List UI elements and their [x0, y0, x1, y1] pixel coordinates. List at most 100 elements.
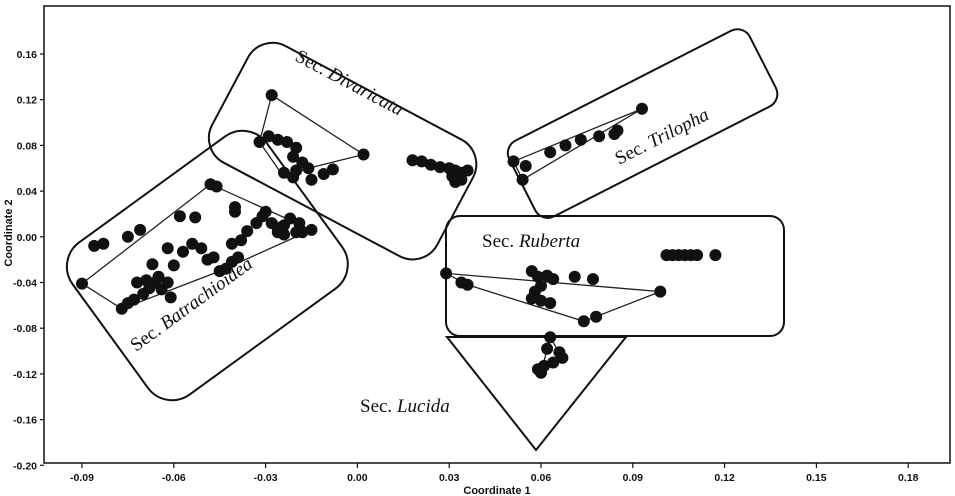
- x-axis-title: Coordinate 1: [463, 485, 530, 496]
- data-point-ruberta: [544, 297, 557, 310]
- data-point-batrachioidea: [140, 274, 153, 287]
- section-region-boxes: [65, 28, 785, 452]
- data-point-batrachioidea: [161, 242, 174, 255]
- x-tick-label: 0.18: [898, 472, 919, 484]
- data-point-ruberta: [691, 249, 704, 262]
- data-point-trilopha: [544, 146, 557, 159]
- y-tick-label: -0.04: [13, 278, 37, 290]
- label-lucida: Sec. Lucida: [360, 396, 450, 417]
- y-axis: 0.16 0.12 0.08 0.04 0.00 -0.04 -0.08 -0.12 -0.16…: [13, 49, 44, 472]
- data-point-ruberta: [709, 249, 722, 262]
- data-point-divaricata: [415, 155, 428, 168]
- data-point-batrachioidea: [131, 276, 144, 289]
- data-point-batrachioidea: [195, 242, 208, 255]
- data-point-divaricata: [305, 173, 318, 186]
- x-tick-label: 0.03: [439, 472, 460, 484]
- data-points: [76, 89, 722, 379]
- data-point-trilopha: [516, 173, 529, 186]
- data-point-batrachioidea: [152, 270, 165, 283]
- data-point-trilopha: [636, 102, 648, 115]
- data-point-batrachioidea: [207, 251, 220, 264]
- data-point-divaricata: [253, 136, 266, 148]
- region-box-divaricata: [207, 41, 478, 261]
- data-point-batrachioidea: [293, 217, 306, 230]
- data-point-batrachioidea: [88, 239, 101, 252]
- data-point-batrachioidea: [146, 258, 159, 271]
- x-tick-label: 0.00: [347, 472, 368, 484]
- data-point-divaricata: [302, 162, 315, 175]
- x-tick-label: 0.06: [531, 472, 552, 484]
- hull-batrachioidea: [80, 183, 314, 310]
- plot-frame: [43, 5, 951, 464]
- data-point-trilopha: [574, 133, 587, 146]
- data-point-trilopha: [593, 130, 606, 143]
- y-tick-label: 0.04: [17, 186, 38, 198]
- data-point-batrachioidea: [225, 237, 238, 250]
- data-point-batrachioidea: [186, 237, 199, 250]
- x-tick-label: 0.09: [623, 472, 644, 484]
- x-tick-label: -0.03: [254, 472, 278, 484]
- data-point-divaricata: [290, 141, 303, 154]
- data-point-batrachioidea: [271, 226, 284, 239]
- data-point-divaricata: [424, 158, 437, 171]
- data-point-batrachioidea: [189, 211, 202, 224]
- data-point-batrachioidea: [241, 225, 254, 238]
- data-point-batrachioidea: [296, 226, 309, 239]
- data-point-batrachioidea: [173, 210, 186, 223]
- data-point-divaricata: [449, 176, 462, 188]
- data-point-ruberta: [587, 273, 599, 286]
- data-point-batrachioidea: [305, 223, 318, 236]
- data-point-batrachioidea: [121, 230, 134, 243]
- data-point-divaricata: [281, 136, 293, 148]
- data-point-batrachioidea: [259, 205, 272, 218]
- data-point-ruberta: [440, 267, 453, 280]
- y-tick-label: -0.08: [13, 323, 37, 335]
- data-point-divaricata: [287, 150, 300, 163]
- label-trilopha: Sec. Trilopha: [612, 104, 713, 169]
- data-point-trilopha: [507, 155, 520, 168]
- data-point-batrachioidea: [210, 180, 223, 193]
- data-point-lucida: [544, 331, 557, 344]
- data-point-ruberta: [525, 292, 538, 305]
- data-point-batrachioidea: [177, 245, 189, 258]
- region-triangle-lucida: [444, 336, 629, 452]
- data-point-ruberta: [535, 294, 547, 307]
- section-labels: Sec. Divaricata Sec. Trilopha Sec. Batra…: [127, 46, 713, 417]
- data-point-ruberta: [577, 315, 590, 328]
- data-point-divaricata: [265, 89, 278, 102]
- data-point-trilopha: [559, 139, 572, 152]
- region-box-trilopha: [506, 28, 779, 219]
- data-point-divaricata: [434, 161, 446, 174]
- data-point-batrachioidea: [76, 277, 88, 290]
- y-tick-label: 0.16: [17, 49, 38, 61]
- data-point-trilopha: [519, 160, 532, 172]
- data-point-lucida: [547, 356, 560, 369]
- data-point-divaricata: [406, 154, 419, 167]
- data-point-ruberta: [461, 278, 474, 291]
- data-point-divaricata: [357, 148, 370, 161]
- label-batrachioidea: Sec. Batrachioidea: [127, 253, 257, 356]
- label-divaricata: Sec. Divaricata: [292, 46, 407, 121]
- y-tick-label: -0.20: [13, 460, 37, 472]
- data-point-batrachioidea: [229, 205, 241, 218]
- x-tick-label: -0.09: [70, 472, 94, 484]
- data-point-lucida: [541, 342, 554, 355]
- data-point-batrachioidea: [164, 291, 177, 304]
- data-point-divaricata: [262, 130, 275, 143]
- x-tick-label: -0.06: [162, 472, 186, 484]
- data-point-trilopha: [608, 128, 621, 140]
- y-tick-label: 0.08: [17, 140, 38, 152]
- label-ruberta: Sec. Ruberta: [482, 231, 580, 252]
- x-tick-label: 0.12: [714, 472, 735, 484]
- data-point-divaricata: [326, 163, 339, 176]
- data-point-batrachioidea: [161, 276, 174, 289]
- data-point-batrachioidea: [167, 259, 180, 272]
- data-point-batrachioidea: [134, 223, 147, 236]
- data-point-batrachioidea: [235, 234, 248, 247]
- y-tick-label: 0.00: [17, 232, 38, 244]
- data-point-lucida: [556, 351, 569, 364]
- data-point-batrachioidea: [232, 251, 245, 264]
- data-point-ruberta: [654, 285, 667, 298]
- data-point-divaricata: [278, 166, 290, 179]
